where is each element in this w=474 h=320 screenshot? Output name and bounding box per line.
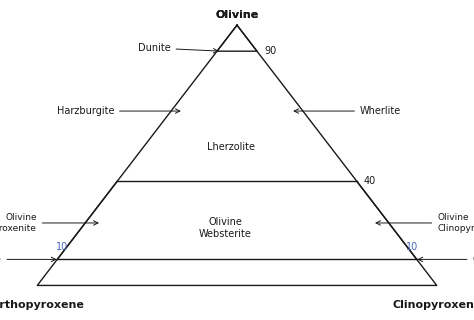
Text: 10: 10: [406, 242, 418, 252]
Text: 40: 40: [364, 176, 376, 186]
Text: Olivine: Olivine: [215, 11, 259, 20]
Text: Olivine
Websterite: Olivine Websterite: [199, 217, 251, 239]
Text: Dunite: Dunite: [138, 43, 218, 53]
Text: 90: 90: [264, 46, 276, 56]
Text: Clinopyroxenite: Clinopyroxenite: [419, 255, 474, 264]
Text: Lherzolite: Lherzolite: [207, 142, 255, 153]
Text: Harzburgite: Harzburgite: [56, 106, 180, 116]
Text: Wherlite: Wherlite: [294, 106, 401, 116]
Text: Olivine: Olivine: [215, 11, 259, 20]
Text: Clinopyroxene: Clinopyroxene: [392, 300, 474, 309]
Text: Olivine
Orthopyroxenite: Olivine Orthopyroxenite: [0, 213, 98, 233]
Text: 10: 10: [56, 242, 68, 252]
Text: Orthopyroxenite: Orthopyroxenite: [0, 255, 55, 264]
Text: Orthopyroxene: Orthopyroxene: [0, 300, 84, 309]
Text: Olivine
Clinopyroxenite: Olivine Clinopyroxenite: [376, 213, 474, 233]
